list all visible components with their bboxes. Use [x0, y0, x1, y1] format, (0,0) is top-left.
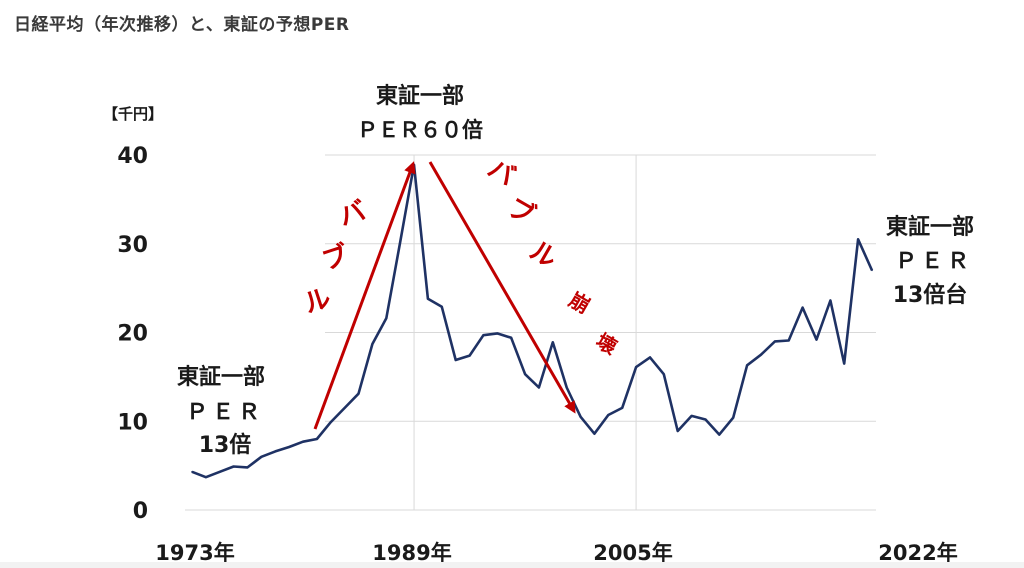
y-unit-label: 【千円】: [103, 105, 163, 123]
data-point: [815, 338, 818, 341]
data-point: [593, 432, 596, 435]
x-tick-label: 1989年: [372, 541, 451, 565]
x-tick-label: 1973年: [155, 541, 234, 565]
data-point: [468, 354, 471, 357]
bubble-label-char: バ: [336, 196, 370, 233]
y-tick-label: 30: [117, 233, 148, 258]
right-label-line2: ＰＥＲ: [895, 249, 973, 274]
data-point: [399, 241, 401, 243]
data-point: [385, 317, 388, 320]
data-point: [746, 364, 748, 367]
collapse-label-char: バ: [482, 154, 520, 193]
series-layer: [191, 163, 874, 479]
bubble-label-char: ル: [301, 283, 335, 320]
data-point: [343, 407, 346, 409]
x-tick-label: 2022年: [878, 541, 957, 565]
data-point: [718, 433, 721, 436]
data-point: [496, 332, 499, 335]
data-point: [676, 430, 679, 432]
data-point: [690, 415, 693, 417]
peak-label-line2: ＰＥＲ６０倍: [357, 118, 483, 142]
y-tick-label: 20: [117, 322, 148, 347]
collapse-label-char: 壊: [592, 329, 622, 360]
data-point: [218, 471, 221, 473]
data-point: [316, 438, 318, 440]
data-point: [302, 440, 304, 443]
data-point: [440, 305, 443, 308]
data-point: [524, 373, 526, 376]
axis-layer: 【千円】 0 10 20 30 40 1973年 1989年 2005年 2022年: [103, 105, 958, 565]
collapse-label-char: ブ: [502, 192, 540, 232]
data-point: [663, 373, 665, 376]
right-label-line1: 東証一部: [886, 214, 974, 240]
collapse-label-char: ル: [524, 236, 562, 275]
left-label-line1: 東証一部: [177, 364, 265, 390]
data-point: [635, 366, 637, 368]
right-label-line3: 13倍台: [893, 282, 968, 308]
collapse-label-char: 崩: [565, 288, 594, 319]
data-point: [607, 414, 610, 416]
data-point: [371, 343, 374, 345]
data-point: [565, 386, 568, 389]
data-point: [857, 238, 859, 241]
data-point: [760, 353, 762, 356]
data-point: [829, 299, 832, 302]
data-point: [288, 446, 290, 448]
data-point: [232, 465, 235, 468]
data-point: [329, 421, 332, 423]
y-tick-label: 10: [117, 410, 148, 435]
x-tick-label: 2005年: [593, 541, 672, 565]
data-point: [260, 455, 263, 458]
data-point: [621, 407, 624, 409]
grid-layer: [185, 154, 876, 511]
bubble-label-char: ブ: [318, 239, 352, 277]
data-point: [649, 356, 651, 359]
left-label-line3: 13倍: [199, 432, 252, 458]
bubble-collapse-arrow: [428, 161, 576, 414]
data-point: [579, 416, 582, 418]
data-point: [774, 340, 776, 343]
data-point: [552, 341, 554, 344]
data-point: [787, 339, 790, 342]
data-point: [427, 297, 429, 300]
data-point: [732, 416, 735, 419]
y-tick-label: 0: [133, 499, 148, 524]
data-point: [482, 334, 485, 336]
data-point: [205, 476, 207, 478]
data-point: [843, 362, 846, 365]
peak-label-line1: 東証一部: [376, 83, 464, 109]
data-point: [357, 392, 360, 395]
data-point: [801, 306, 804, 309]
data-point: [246, 466, 249, 469]
data-point: [191, 471, 193, 473]
bubble-arrow: [313, 161, 416, 430]
left-label-line2: ＰＥＲ: [186, 400, 264, 425]
data-point: [871, 269, 873, 272]
y-tick-label: 40: [117, 144, 148, 169]
page-title: 日経平均（年次推移）と、東証の予想PER: [14, 15, 350, 35]
nikkei-series-line: [191, 163, 874, 479]
arrow-layer: [313, 161, 576, 430]
data-point: [704, 418, 707, 421]
data-point: [454, 359, 457, 361]
data-point: [510, 337, 512, 339]
data-point: [274, 450, 277, 453]
data-point: [538, 386, 540, 389]
bottom-band: [0, 562, 1024, 568]
